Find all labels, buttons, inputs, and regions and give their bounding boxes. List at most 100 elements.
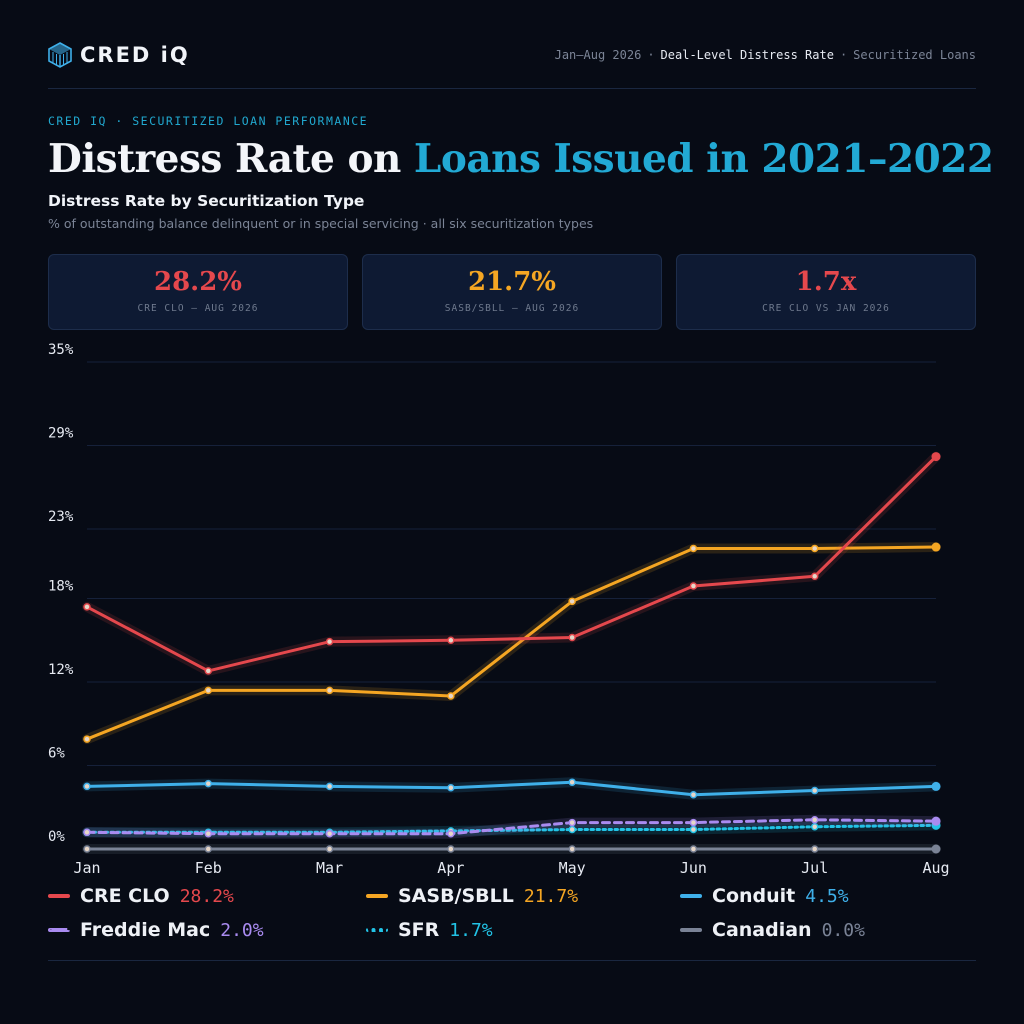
kpi-value: 21.7% (467, 267, 557, 297)
legend-item-conduit[interactable]: Conduit 4.5% (680, 884, 849, 908)
legend-swatch (48, 894, 70, 898)
legend-value: 28.2% (179, 885, 234, 907)
kpi-row: 28.2% CRE CLO — AUG 2026 21.7% SASB/SBLL… (48, 254, 976, 330)
x-tick-label: Jan (73, 859, 100, 877)
legend-value: 1.7% (449, 919, 493, 941)
kpi-card-multiple: 1.7x CRE CLO VS JAN 2026 (676, 254, 976, 330)
series-line-sasb-sbll (85, 545, 938, 741)
header-divider (48, 88, 976, 89)
y-tick-label: 35% (48, 342, 74, 358)
legend-item-sasb[interactable]: SASB/SBLL 21.7% (366, 884, 578, 908)
page-title: Distress Rate on Loans Issued in 2021–20… (48, 136, 994, 182)
data-point-conduit (325, 782, 334, 791)
legend-name: SFR (398, 919, 440, 941)
x-tick-label: Aug (922, 859, 949, 877)
data-point-cre-clo (810, 572, 819, 581)
legend-item-cre-clo[interactable]: CRE CLO 28.2% (48, 884, 234, 908)
legend-value: 0.0% (821, 919, 865, 941)
data-point-sasb-sbll (931, 542, 941, 552)
data-point-canadian (447, 845, 455, 853)
data-point-canadian (568, 845, 576, 853)
kpi-value: 28.2% (153, 267, 243, 297)
data-point-cre-clo (931, 452, 941, 462)
legend-item-freddie-mac[interactable]: Freddie Mac 2.0% (48, 918, 264, 942)
data-point-freddie-mac (447, 829, 455, 838)
data-point-conduit (83, 782, 91, 791)
data-point-sasb-sbll (810, 544, 819, 553)
legend-swatch (680, 928, 702, 932)
y-tick-label: 12% (48, 662, 74, 678)
data-point-sasb-sbll (83, 735, 91, 743)
data-point-sfr (810, 822, 819, 831)
chart-subtitle: Distress Rate by Securitization Type (48, 192, 365, 210)
legend-swatch (366, 928, 388, 932)
data-point-conduit (447, 784, 455, 792)
title-lead: Distress Rate on (48, 136, 414, 182)
legend-name: Conduit (712, 885, 796, 907)
kpi-label: SASB/SBLL — AUG 2026 (444, 303, 580, 314)
data-point-cre-clo (204, 667, 213, 675)
title-accent: Loans Issued in 2021–2022 (413, 136, 994, 182)
series-line-conduit (85, 780, 938, 797)
data-point-freddie-mac (931, 816, 941, 826)
y-tick-label: 0% (48, 829, 65, 845)
x-tick-label: Jun (680, 859, 707, 877)
series-line-cre-clo (85, 455, 938, 673)
data-point-sasb-sbll (447, 692, 455, 700)
x-tick-label: Mar (316, 859, 343, 877)
data-point-sfr (689, 825, 698, 834)
legend-swatch (366, 894, 388, 898)
data-point-conduit (931, 781, 941, 791)
data-point-canadian (810, 845, 819, 853)
breadcrumb-scope: Securitized Loans (853, 48, 976, 62)
legend-value: 4.5% (805, 885, 849, 907)
legend-item-canadian[interactable]: Canadian 0.0% (680, 918, 865, 942)
data-point-cre-clo (689, 582, 698, 590)
y-tick-label: 6% (48, 746, 65, 762)
data-point-freddie-mac (325, 829, 334, 838)
breadcrumb: Jan–Aug 2026 · Deal-Level Distress Rate … (555, 48, 976, 62)
legend-name: CRE CLO (80, 885, 170, 907)
y-tick-label: 18% (48, 579, 74, 595)
kpi-label: CRE CLO — AUG 2026 (137, 303, 259, 314)
data-point-cre-clo (325, 637, 334, 646)
data-point-conduit (568, 778, 576, 786)
brand-logo[interactable]: CRED iQ (48, 42, 190, 68)
data-point-sasb-sbll (689, 544, 698, 553)
data-point-canadian (689, 845, 698, 853)
kpi-card-cre-clo: 28.2% CRE CLO — AUG 2026 (48, 254, 348, 330)
data-point-freddie-mac (204, 829, 213, 838)
legend-name: SASB/SBLL (398, 885, 514, 907)
data-point-sasb-sbll (204, 686, 213, 695)
data-point-conduit (204, 779, 213, 788)
y-tick-label: 29% (48, 425, 74, 441)
x-tick-label: Apr (437, 859, 464, 877)
data-point-sasb-sbll (325, 686, 334, 695)
series-line-freddie-mac (85, 818, 938, 836)
kpi-card-sasb: 21.7% SASB/SBLL — AUG 2026 (362, 254, 662, 330)
data-point-conduit (810, 786, 819, 795)
data-point-cre-clo (568, 633, 576, 642)
data-point-freddie-mac (568, 818, 576, 827)
legend-name: Canadian (712, 919, 812, 941)
line-chart: 0% 6% 12% 18% 23% 29% 35% Jan Feb Mar Apr May Jun Jul… (48, 342, 950, 877)
y-tick-label: 23% (48, 509, 74, 525)
legend-item-sfr[interactable]: SFR 1.7% (366, 918, 493, 942)
breadcrumb-metric: Deal-Level Distress Rate (660, 48, 834, 62)
data-point-sfr (568, 825, 576, 834)
legend-swatch (48, 928, 70, 932)
breadcrumb-separator: · (839, 48, 848, 62)
page-header: CRED iQ Jan–Aug 2026 · Deal-Level Distre… (48, 40, 976, 70)
kpi-label: CRE CLO VS JAN 2026 (762, 303, 890, 314)
data-point-sasb-sbll (568, 597, 576, 606)
x-tick-label: May (559, 859, 586, 877)
legend-swatch (680, 894, 702, 898)
data-point-canadian (83, 845, 91, 853)
chart-legend: CRE CLO 28.2% SASB/SBLL 21.7% Conduit 4.… (48, 884, 976, 954)
series-line-sfr (85, 823, 938, 834)
data-point-canadian (204, 845, 213, 853)
chart-note: % of outstanding balance delinquent or i… (48, 216, 594, 231)
data-point-freddie-mac (689, 818, 698, 827)
brand-name: CRED iQ (80, 43, 190, 67)
legend-value: 2.0% (220, 919, 264, 941)
